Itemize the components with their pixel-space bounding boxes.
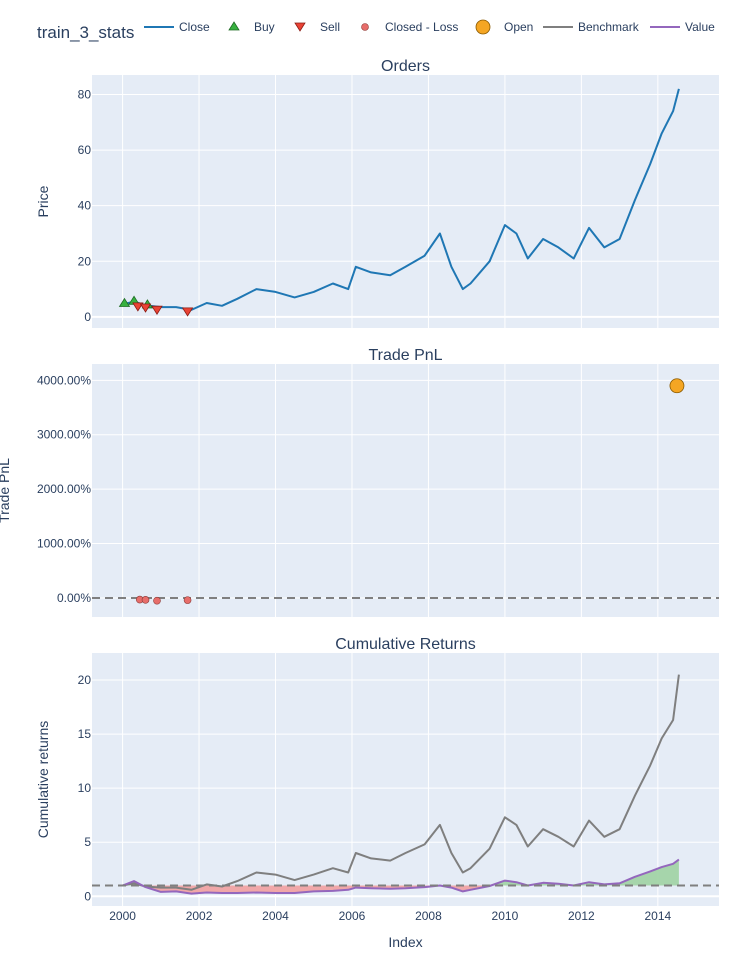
legend-label: Benchmark [578,20,640,34]
legend-label: Buy [254,20,275,34]
gain-fill-area [122,859,679,886]
plot-area [92,364,719,617]
legend-label: Open [504,20,533,34]
legend-item-sell[interactable]: Sell [294,20,340,34]
x-tick-label: 2008 [415,909,442,923]
x-tick-label: 2012 [568,909,595,923]
x-axis-title: Index [388,934,422,950]
x-tick-label: 2002 [186,909,213,923]
y-axis-title: Cumulative returns [35,721,51,839]
closed-loss-marker [153,596,161,605]
subplot-title: Trade PnL [368,347,442,364]
y-tick-label: 80 [78,87,92,101]
y-tick-label: 4000.00% [37,373,91,387]
y-tick-label: 5 [84,835,91,849]
panels: 020406080OrdersPrice0.00%1000.00%2000.00… [0,58,719,950]
y-tick-label: 20 [78,673,92,687]
legend-label: Close [179,20,210,34]
y-tick-label: 15 [78,727,92,741]
y-axis-title: Trade PnL [0,458,12,523]
open-trade-marker [669,378,685,394]
panel-orders: 0 20 40 60 80 Orders Price [35,58,719,328]
y-tick-label: 60 [78,143,92,157]
x-tick-label: 2004 [262,909,289,923]
plot-content [92,378,719,605]
series-value-line [122,858,680,895]
closed-loss-marker [183,596,192,604]
sell-marker [132,302,144,312]
sell-marker [181,307,194,317]
buy-marker [118,297,131,307]
subplot-title: Cumulative Returns [335,636,476,653]
legend-swatch [294,22,306,32]
legend-label: Sell [320,20,340,34]
panel-trade-pnl: 0.00% 1000.00% 2000.00% 3000.00% 4000.00% Tra… [0,347,719,617]
sell-marker [151,305,163,315]
legend: Close Buy Sell Closed - Loss Open Benchmark Va… [144,19,715,35]
legend-item-value[interactable]: Value [650,20,715,34]
legend-item-closed-loss[interactable]: Closed - Loss [361,20,459,34]
y-tick-label: 0 [84,310,91,324]
x-tick-label: 2010 [492,909,519,923]
legend-label: Value [685,20,715,34]
y-tick-label: 10 [78,781,92,795]
sell-marker [139,303,152,313]
subplot-title: Orders [381,58,430,75]
chart-title: train_3_stats [37,23,134,42]
legend-label: Closed - Loss [385,20,458,34]
y-tick-label: 40 [78,199,92,213]
x-tick-label: 2000 [109,909,136,923]
y-tick-label: 1000.00% [37,537,91,551]
legend-item-open[interactable]: Open [475,19,533,35]
y-axis-title: Price [35,185,51,217]
plot-area [92,75,719,328]
plot-area [92,653,719,906]
y-tick-label: 2000.00% [37,482,91,496]
legend-item-close[interactable]: Close [144,20,210,34]
legend-swatch [228,21,240,31]
legend-swatch [361,23,369,31]
legend-item-buy[interactable]: Buy [228,20,275,34]
y-tick-label: 0.00% [57,591,91,605]
closed-loss-marker [141,596,150,604]
legend-swatch [475,19,491,35]
series-close-line [122,88,680,311]
x-tick-label: 2014 [644,909,671,923]
x-tick-label: 2006 [339,909,366,923]
y-tick-label: 20 [78,254,92,268]
panel-cumulative-returns: 0 5 10 15 20 Cumulative Returns Cumulative ret… [35,636,719,950]
y-tick-label: 0 [84,889,91,903]
y-tick-label: 3000.00% [37,428,91,442]
plot-content [118,88,680,317]
legend-item-benchmark[interactable]: Benchmark [543,20,640,34]
plot-content [92,674,719,895]
